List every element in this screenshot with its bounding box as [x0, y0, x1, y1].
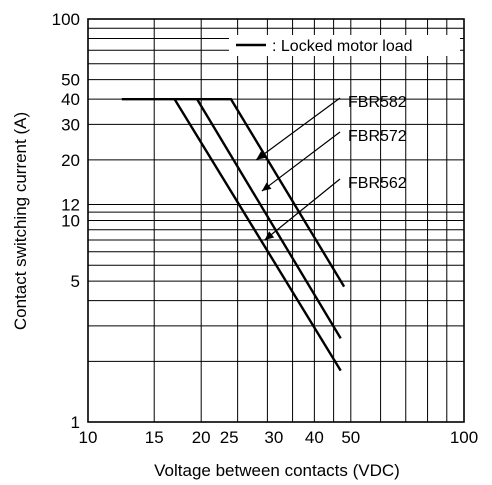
x-tick-label: 100: [450, 428, 478, 447]
annotation-label: FBR562: [348, 175, 407, 192]
annotation-label: FBR582: [348, 94, 407, 111]
annotation-leader: [261, 131, 341, 192]
annotation-leader: [255, 97, 341, 161]
annotation-label: FBR572: [348, 128, 407, 145]
annotation-leader: [264, 178, 341, 241]
y-tick-label: 50: [61, 71, 80, 90]
y-tick-label: 5: [71, 272, 80, 291]
plot-frame: [87, 18, 465, 423]
series-annotations: FBR582 FBR572 FBR562: [255, 94, 407, 241]
series-lines: [121, 97, 346, 372]
y-tick-label: 40: [61, 90, 80, 109]
series-line-fbr582: [121, 97, 346, 288]
x-axis-label: Voltage between contacts (VDC): [154, 461, 400, 480]
y-tick-label: 100: [52, 10, 80, 29]
y-tick-label: 1: [71, 413, 80, 432]
x-tick-label: 10: [79, 428, 98, 447]
legend-background: [229, 35, 460, 56]
annotation-arrowhead: [261, 182, 272, 192]
grid-lines: [87, 18, 465, 423]
legend-label: : Locked motor load: [272, 38, 413, 55]
y-tick-label: 12: [61, 196, 80, 215]
series-line-fbr572: [196, 98, 342, 340]
y-tick-label: 30: [61, 115, 80, 134]
y-tick-label: 20: [61, 151, 80, 170]
x-tick-label: 40: [305, 428, 324, 447]
x-tick-label: 30: [264, 428, 283, 447]
y-axis-label: Contact switching current (A): [11, 112, 30, 330]
x-tick-label: 25: [220, 428, 239, 447]
x-tick-label: 15: [145, 428, 164, 447]
x-tick-label: 50: [341, 428, 360, 447]
x-tick-label: 20: [192, 428, 211, 447]
annotation-arrowhead: [256, 151, 266, 160]
x-tick-labels: 10 15 20 25 30 40 50 100: [79, 428, 479, 447]
legend: : Locked motor load: [229, 35, 460, 56]
annotation-arrowhead: [264, 231, 275, 241]
y-tick-label: 10: [61, 212, 80, 231]
series-line-fbr562: [173, 98, 342, 372]
